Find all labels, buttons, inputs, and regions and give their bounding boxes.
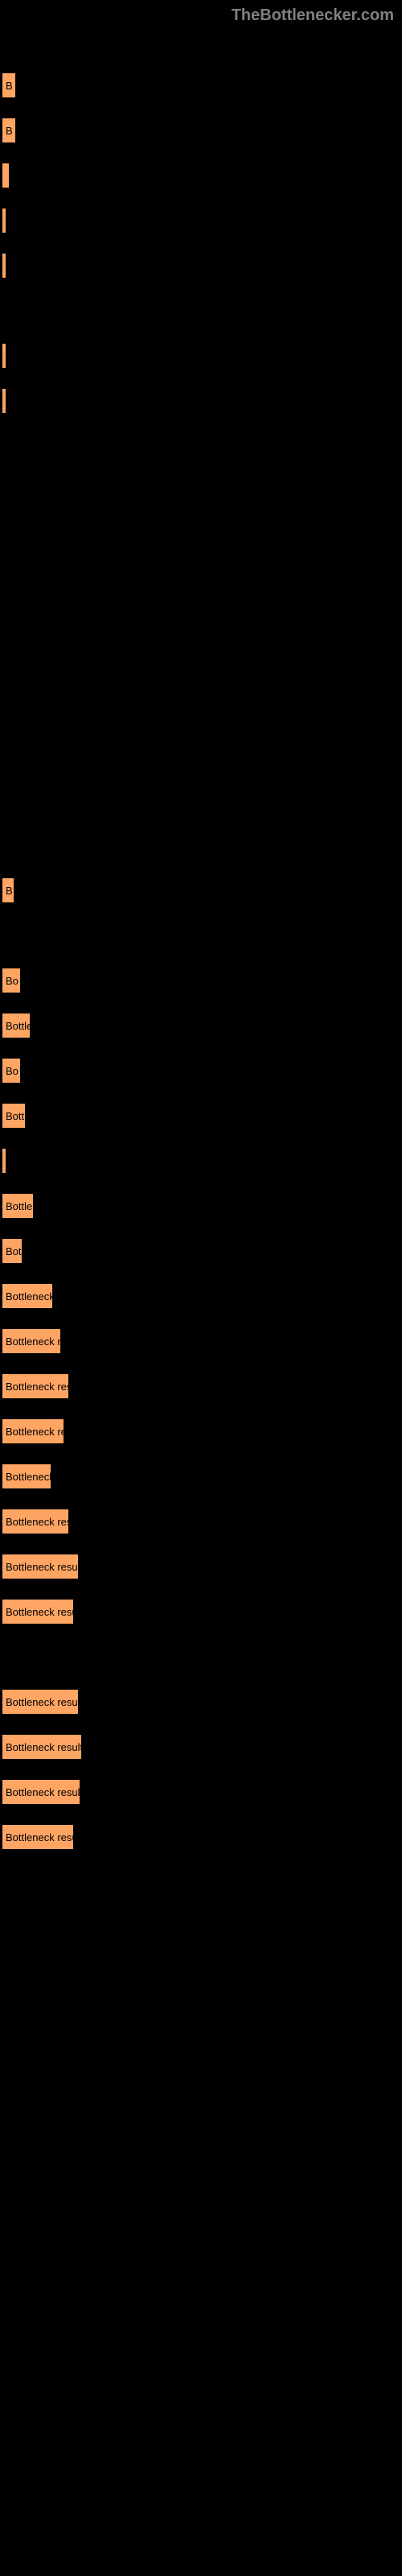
- bar: Bottleneck res: [2, 1509, 69, 1534]
- bar: Bo: [2, 1058, 21, 1084]
- bar: [2, 163, 10, 188]
- bar: [2, 253, 6, 279]
- bar: [2, 208, 6, 233]
- bar: Bottlen: [2, 1193, 34, 1219]
- bar: Bottleneck result: [2, 1554, 79, 1579]
- bar: Bott: [2, 1103, 26, 1129]
- bar: B: [2, 877, 14, 903]
- watermark: TheBottlenecker.com: [232, 6, 394, 25]
- bar: B: [2, 118, 16, 143]
- bar: Bottleneck: [2, 1463, 51, 1489]
- bar: Bottle: [2, 1013, 31, 1038]
- bar: Bottleneck resu: [2, 1599, 74, 1624]
- bar: B: [2, 72, 16, 98]
- bar: Bottleneck result: [2, 1734, 82, 1760]
- bar: Bot: [2, 1238, 23, 1264]
- bar: [2, 1148, 6, 1174]
- bar: Bottleneck resu: [2, 1824, 74, 1850]
- bar: Bottleneck res: [2, 1373, 69, 1399]
- bar: [2, 388, 6, 414]
- bar: [2, 343, 6, 369]
- bar: Bottleneck: [2, 1283, 53, 1309]
- bar: Bo: [2, 968, 21, 993]
- bar: Bottleneck r: [2, 1328, 61, 1354]
- bar: Bottleneck re: [2, 1418, 64, 1444]
- bar: Bottleneck result: [2, 1779, 80, 1805]
- bar: Bottleneck result: [2, 1689, 79, 1715]
